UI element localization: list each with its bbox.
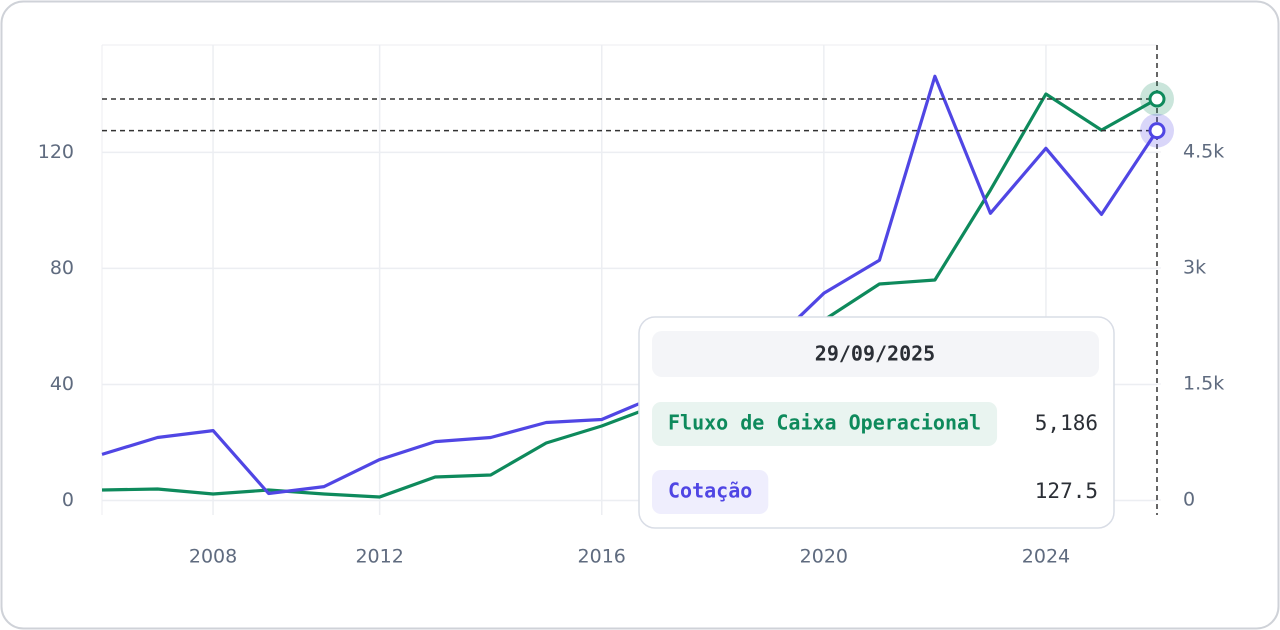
x-tick-label: 2024 [1022,546,1070,568]
tooltip-chip [652,470,769,514]
hover-point [1148,90,1166,108]
hover-point [1148,122,1166,140]
tooltip: 29/09/2025 Fluxo de Caixa Operacional 5,18… [638,316,1115,529]
x-tick-label: 2016 [578,546,626,568]
tooltip-value: 5,186 [1035,411,1098,435]
y2-tick-label: 4.5k [1183,141,1224,163]
lines [101,74,1174,499]
series-line [101,92,1158,499]
y2-tick-label: 3k [1183,257,1206,279]
y-tick-label: 120 [38,141,74,163]
y2-tick-label: 0 [1183,488,1195,510]
y-tick-label: 40 [50,373,74,395]
tooltip-header [652,331,1099,377]
x-tick-label: 2012 [355,546,403,568]
tooltip-series-name: Fluxo de Caixa Operacional [668,411,981,435]
y2-tick-label: 1.5k [1183,373,1224,395]
tooltip-value: 127.5 [1035,479,1098,503]
series-line [101,74,1159,496]
y-tick-label: 80 [50,257,74,279]
tooltip-title: 29/09/2025 [815,342,935,366]
tooltip-series-name: Cotação [668,479,752,503]
tooltip-chip [652,402,998,446]
x-tick-label: 2008 [189,546,237,568]
x-tick-label: 2020 [800,546,848,568]
y-tick-label: 0 [62,489,74,511]
